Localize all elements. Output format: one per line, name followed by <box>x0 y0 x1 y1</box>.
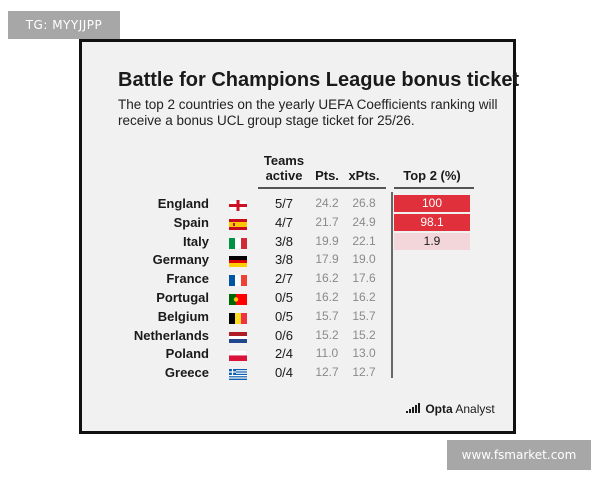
header-teams-line2: active <box>265 168 303 183</box>
table-row: Greece 0/4 12.7 12.7 <box>82 363 513 382</box>
header-pts: Pts. <box>315 168 339 183</box>
teams-active: 4/7 <box>274 214 294 230</box>
points: 17.9 <box>315 252 339 267</box>
france-flag-icon <box>229 273 247 287</box>
expected-points: 24.9 <box>352 214 376 229</box>
points: 15.2 <box>315 327 339 342</box>
page-title: Battle for Champions League bonus ticket <box>118 69 520 91</box>
country-name: England <box>157 196 209 211</box>
teams-active: 2/7 <box>274 271 294 287</box>
watermark-top: TG: MYYJJPP <box>8 11 120 39</box>
points: 16.2 <box>315 290 339 304</box>
netherlands-flag-icon <box>229 330 247 343</box>
expected-points: 26.8 <box>352 196 376 210</box>
teams-active: 3/8 <box>274 233 294 249</box>
header-teams-line1: Teams <box>263 153 305 168</box>
expected-points: 22.1 <box>352 233 376 248</box>
table-row: Netherlands 0/6 15.2 15.2 <box>82 326 513 345</box>
table-row: France 2/7 16.2 17.6 <box>82 269 513 288</box>
header-teams-active: Teams active <box>258 153 310 183</box>
country-name: Italy <box>182 233 209 249</box>
expected-points: 17.6 <box>352 271 376 286</box>
country-name: Greece <box>164 365 209 381</box>
table-row: Spain 4/7 21.7 24.9 98.1 <box>82 213 513 232</box>
header-underline-stats <box>258 187 386 189</box>
teams-active: 5/7 <box>274 196 294 211</box>
expected-points: 13.0 <box>352 346 376 361</box>
points: 19.9 <box>315 233 339 248</box>
table-row: Germany 3/8 17.9 19.0 <box>82 250 513 269</box>
column-divider <box>391 192 393 378</box>
country-name: Netherlands <box>133 327 209 343</box>
top2-probability-cell: 100 <box>394 195 470 212</box>
subtitle: The top 2 countries on the yearly UEFA C… <box>118 97 498 128</box>
expected-points: 16.2 <box>352 290 376 304</box>
table-row: Belgium 0/5 15.7 15.7 <box>82 307 513 326</box>
teams-active: 0/4 <box>274 365 294 381</box>
expected-points: 15.2 <box>352 327 376 342</box>
top2-probability-cell: 98.1 <box>394 213 470 231</box>
points: 16.2 <box>315 271 339 286</box>
country-name: Spain <box>173 214 209 230</box>
header-top2: Top 2 (%) <box>403 168 461 183</box>
country-name: Belgium <box>157 308 209 324</box>
points: 24.2 <box>315 196 339 210</box>
country-name: Germany <box>152 252 209 268</box>
teams-active: 3/8 <box>274 252 294 268</box>
opta-analyst-logo: Opta Analyst <box>406 402 495 418</box>
england-flag-icon <box>228 198 248 212</box>
country-name: France <box>166 271 209 287</box>
greece-flag-icon <box>229 367 247 381</box>
teams-active: 2/4 <box>274 346 294 362</box>
logo-suffix: Analyst <box>455 402 495 416</box>
points: 11.0 <box>315 346 339 361</box>
table-row: Portugal 0/5 16.2 16.2 <box>82 288 513 307</box>
header-xpts: xPts. <box>348 168 380 183</box>
header-underline-top2 <box>394 187 474 189</box>
top2-probability-cell: 1.9 <box>394 232 470 250</box>
watermark-bottom: www.fsmarket.com <box>447 440 591 470</box>
logo-brand: Opta <box>425 402 453 416</box>
teams-active: 0/5 <box>274 290 294 305</box>
teams-active: 0/5 <box>274 308 294 324</box>
teams-active: 0/6 <box>274 327 294 343</box>
country-name: Poland <box>165 346 209 362</box>
table-row: Poland 2/4 11.0 13.0 <box>82 344 513 363</box>
expected-points: 19.0 <box>352 252 376 267</box>
table-row: Italy 3/8 19.9 22.1 1.9 <box>82 232 513 251</box>
belgium-flag-icon <box>229 311 247 324</box>
germany-flag-icon <box>229 254 247 268</box>
points: 15.7 <box>315 308 339 323</box>
expected-points: 12.7 <box>352 365 376 380</box>
opta-logo-icon <box>406 403 420 413</box>
points: 21.7 <box>315 214 339 229</box>
expected-points: 15.7 <box>352 308 376 323</box>
infographic-card: Battle for Champions League bonus ticket… <box>79 39 520 434</box>
country-name: Portugal <box>156 290 209 305</box>
portugal-flag-icon <box>229 292 247 305</box>
italy-flag-icon <box>229 236 247 249</box>
poland-flag-icon <box>228 348 248 362</box>
points: 12.7 <box>315 365 339 380</box>
spain-flag-icon <box>229 217 247 230</box>
table-row: England 5/7 24.2 26.8 100 <box>82 194 513 213</box>
